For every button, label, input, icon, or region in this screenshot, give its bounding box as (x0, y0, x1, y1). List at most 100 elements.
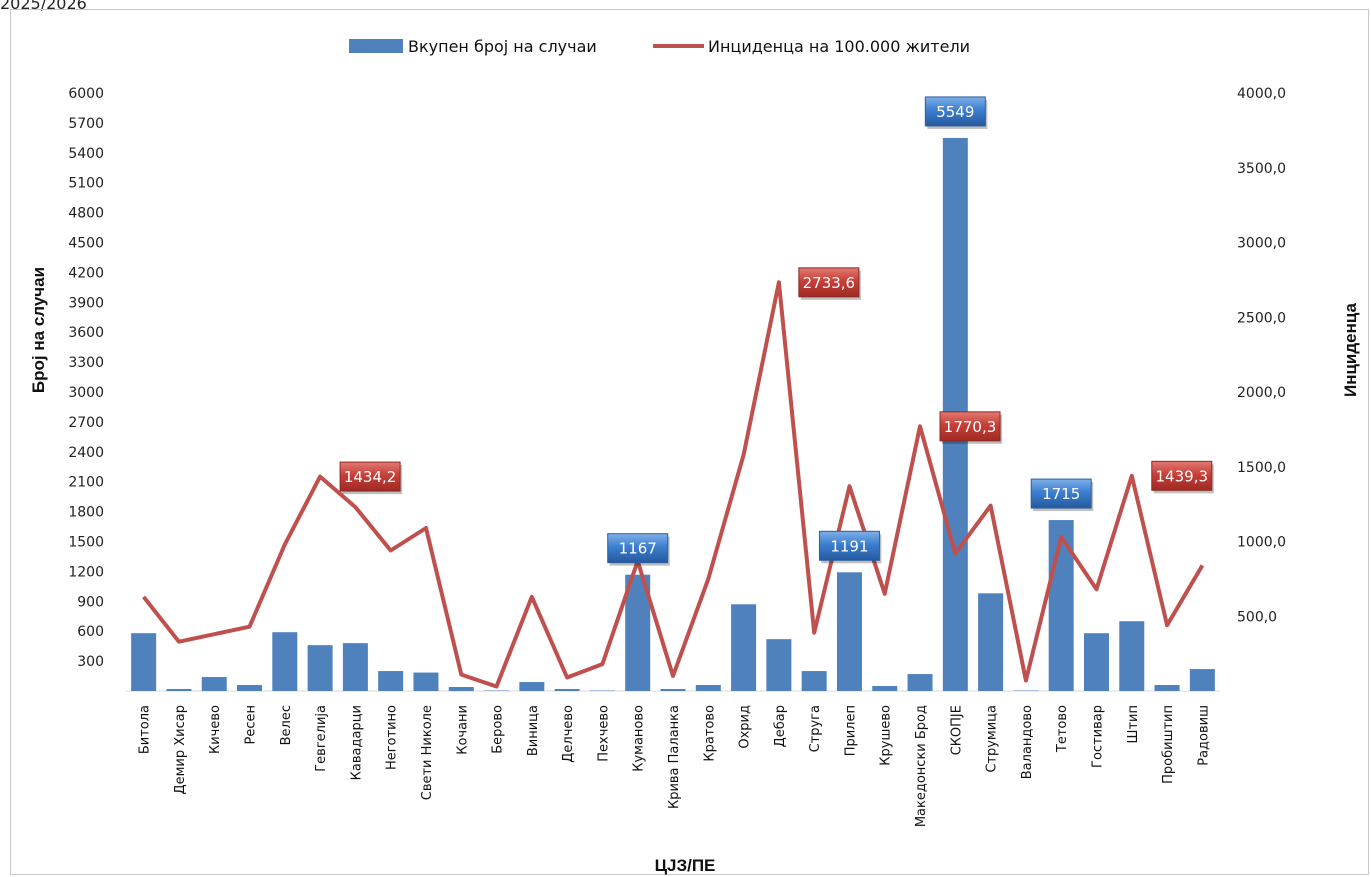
category-label: Крива Паланка (667, 705, 682, 809)
left-tick-label: 3600 (68, 325, 104, 341)
left-tick-label: 5100 (68, 176, 104, 192)
left-tick-label: 5700 (68, 116, 104, 132)
bar (201, 677, 227, 691)
left-tick-label: 1800 (68, 505, 104, 521)
y-axis-title-left: Број на случаи (29, 267, 48, 393)
category-label: Велес (279, 705, 294, 745)
incidence-line (142, 280, 1205, 689)
bar (1189, 669, 1215, 691)
bar (131, 633, 157, 691)
line-data-label: 1439,3 (1151, 460, 1214, 494)
chart-frame (10, 9, 1369, 875)
legend-label-incidence: Инциденца на 100.000 жители (708, 37, 970, 56)
data-label-text: 1434,2 (344, 468, 397, 486)
bar (166, 689, 192, 691)
left-tick-label: 2700 (68, 415, 104, 431)
bar-series (131, 137, 1215, 692)
left-tick-label: 6000 (68, 86, 104, 102)
category-label: Пробиштип (1161, 705, 1176, 784)
left-tick-label: 600 (77, 624, 104, 640)
bar (554, 689, 580, 691)
x-axis-title: ЦЈЗ/ПЕ (655, 856, 716, 875)
line-data-label: 1434,2 (339, 461, 403, 495)
legend-label-cases: Вкупен број на случаи (408, 37, 597, 56)
left-tick-label: 900 (77, 594, 104, 610)
legend-swatch-cases (349, 39, 403, 53)
bar (660, 689, 686, 691)
bar-data-label: 1191 (818, 530, 882, 564)
category-label: Битола (138, 705, 153, 754)
category-label: Штип (1126, 705, 1141, 743)
right-tick-label: 3500,0 (1237, 161, 1286, 177)
category-labels: Битола Демир Хисар Кичево Ресен Велес Гевгели… (138, 705, 1212, 827)
category-label: Кавадарци (349, 705, 364, 780)
category-label: Виница (526, 705, 541, 756)
bar (519, 682, 545, 691)
line-data-label: 1770,3 (939, 411, 1003, 444)
bar-data-label: 1167 (607, 533, 670, 566)
bar (413, 672, 439, 691)
bar (448, 687, 474, 691)
category-label: Валандово (1020, 705, 1035, 779)
category-label: Гостивар (1090, 705, 1105, 768)
line-data-label: 2733,6 (798, 267, 861, 300)
data-label-text: 1191 (830, 537, 868, 555)
right-tick-label: 3000,0 (1237, 236, 1286, 252)
data-label-text: 1439,3 (1156, 467, 1209, 485)
bar (237, 685, 263, 691)
line-series (142, 280, 1205, 689)
left-tick-label: 1200 (68, 564, 104, 580)
bar (695, 685, 721, 691)
data-label-text: 2733,6 (803, 274, 856, 292)
category-label: Куманово (632, 705, 647, 772)
bar (342, 643, 368, 691)
left-tick-label: 2400 (68, 445, 104, 461)
category-label: СКОПЈЕ (949, 705, 964, 755)
category-label: Неготино (385, 705, 400, 770)
bar (1048, 520, 1074, 691)
right-tick-label: 1000,0 (1237, 535, 1286, 551)
right-axis-ticks: 500,0 1000,0 1500,0 2000,0 2500,0 3000,0 3500,… (1237, 86, 1286, 625)
category-label: Кичево (208, 705, 223, 754)
right-tick-label: 500,0 (1237, 609, 1277, 625)
right-tick-label: 1500,0 (1237, 460, 1286, 476)
category-label: Крушево (879, 705, 894, 766)
category-label: Берово (491, 705, 506, 754)
right-tick-label: 2000,0 (1237, 385, 1286, 401)
category-label: Прилеп (843, 705, 858, 756)
left-tick-label: 4500 (68, 236, 104, 252)
category-label: Тетово (1055, 705, 1070, 753)
data-label-text: 1770,3 (944, 418, 997, 436)
y-axis-title-right: Инциденца (1341, 302, 1360, 397)
left-tick-label: 3300 (68, 355, 104, 371)
left-tick-label: 2100 (68, 475, 104, 491)
left-axis-ticks: 300 600 900 1200 1500 1800 2100 2400 2700 3000 330… (68, 86, 104, 670)
bar (307, 645, 333, 691)
category-label: Охрид (738, 705, 753, 749)
left-tick-label: 4800 (68, 206, 104, 222)
legend: Вкупен број на случаи Инциденца на 100.0… (349, 37, 970, 56)
category-label: Пехчево (596, 705, 611, 762)
left-tick-label: 3000 (68, 385, 104, 401)
bar (766, 639, 792, 691)
category-label: Струмица (985, 705, 1000, 773)
category-label: Дебар (773, 705, 788, 747)
data-labels: 1167 1191 5549 1715 1434,2 2733,6 1770,3 1439,3 (339, 96, 1214, 566)
bar (1083, 633, 1109, 691)
category-label: Кочани (455, 705, 470, 755)
bar (836, 572, 862, 691)
data-label-text: 1715 (1042, 485, 1080, 503)
right-tick-label: 2500,0 (1237, 310, 1286, 326)
category-label: Демир Хисар (173, 705, 188, 795)
category-label: Свети Николе (420, 705, 435, 800)
bar (1119, 621, 1145, 691)
right-tick-label: 4000,0 (1237, 86, 1286, 102)
bar (801, 671, 827, 691)
left-tick-label: 3900 (68, 295, 104, 311)
category-label: Делчево (561, 705, 576, 763)
bar (272, 632, 298, 691)
left-tick-label: 1500 (68, 535, 104, 551)
data-label-text: 5549 (936, 103, 974, 121)
data-label-text: 1167 (619, 540, 657, 558)
